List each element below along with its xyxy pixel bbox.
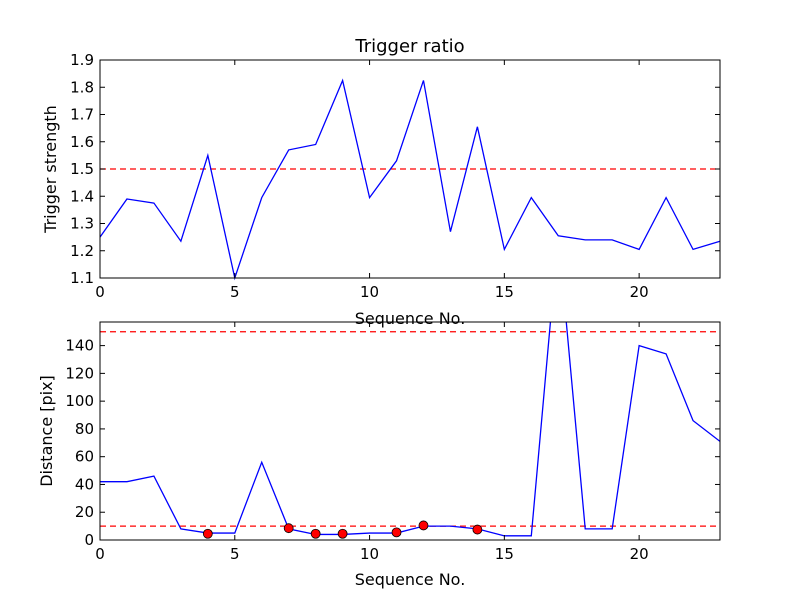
x-tick-label: 10 xyxy=(360,545,379,563)
plot-frame xyxy=(99,321,721,541)
y-tick-label: 1.1 xyxy=(70,269,94,287)
plot-distance: 0 5 10 15 20 0 20 40 60 80 100 120 140 Sequence No.… xyxy=(37,321,721,589)
data-point-marker xyxy=(283,523,294,534)
y-tick-label: 1.5 xyxy=(70,160,94,178)
y-tick-label: 1.3 xyxy=(70,215,94,233)
series-line xyxy=(99,78,721,281)
y-tick-label: 80 xyxy=(75,420,94,438)
x-tick-label: 20 xyxy=(630,283,649,301)
y-tick-label: 1.7 xyxy=(70,106,94,124)
series-lines xyxy=(100,322,720,537)
y-tick-label: 1.8 xyxy=(70,78,94,96)
y-tick-label: 100 xyxy=(65,392,94,410)
y-tick-label: 1.4 xyxy=(70,187,94,205)
x-tick-label: 5 xyxy=(230,283,240,301)
x-axis-label: Sequence No. xyxy=(355,570,466,589)
y-tick-label: 60 xyxy=(75,448,94,466)
reference-lines xyxy=(100,331,720,527)
y-tick-label: 20 xyxy=(75,503,94,521)
data-point-marker xyxy=(202,528,213,539)
x-tick-label: 15 xyxy=(495,545,514,563)
y-tick-label: 1.9 xyxy=(70,51,94,69)
plot-trigger-ratio: Trigger ratio 0 5 10 15 20 1.11.21.31.41.51.… xyxy=(41,36,721,328)
data-point-marker xyxy=(310,528,321,539)
x-tick-label: 0 xyxy=(95,283,105,301)
y-tick-label: 40 xyxy=(75,475,94,493)
x-axis-ticks: 0 5 10 15 20 xyxy=(95,322,649,563)
x-tick-label: 15 xyxy=(495,283,514,301)
series-lines xyxy=(99,78,721,281)
x-tick-label: 10 xyxy=(360,283,379,301)
y-axis-label: Distance [pix] xyxy=(37,375,56,487)
y-tick-label: 0 xyxy=(84,531,94,549)
y-tick-label: 140 xyxy=(65,337,94,355)
y-axis-ticks: 1.1 1.2 1.3 1.4 1.5 1.6 1.7 1.8 1.9 xyxy=(70,51,720,287)
x-axis-label: Sequence No. xyxy=(355,309,466,328)
x-tick-label: 0 xyxy=(95,545,105,563)
x-tick-label: 20 xyxy=(630,545,649,563)
y-axis-ticks: 0 20 40 60 80 100 120 140 xyxy=(65,337,720,549)
data-point-marker xyxy=(418,520,429,531)
x-tick-label: 5 xyxy=(230,545,240,563)
data-point-marker xyxy=(391,527,402,538)
y-tick-label: 1.6 xyxy=(70,133,94,151)
data-point-marker xyxy=(337,528,348,539)
x-axis-ticks: 0 5 10 15 20 xyxy=(95,60,649,301)
y-tick-label: 1.2 xyxy=(70,242,94,260)
series-markers xyxy=(202,520,483,539)
y-axis-label: Trigger strength xyxy=(41,105,60,234)
chart-title: Trigger ratio xyxy=(354,36,464,57)
y-tick-label: 120 xyxy=(65,364,94,382)
data-point-marker xyxy=(472,524,483,535)
series-line xyxy=(100,322,720,537)
